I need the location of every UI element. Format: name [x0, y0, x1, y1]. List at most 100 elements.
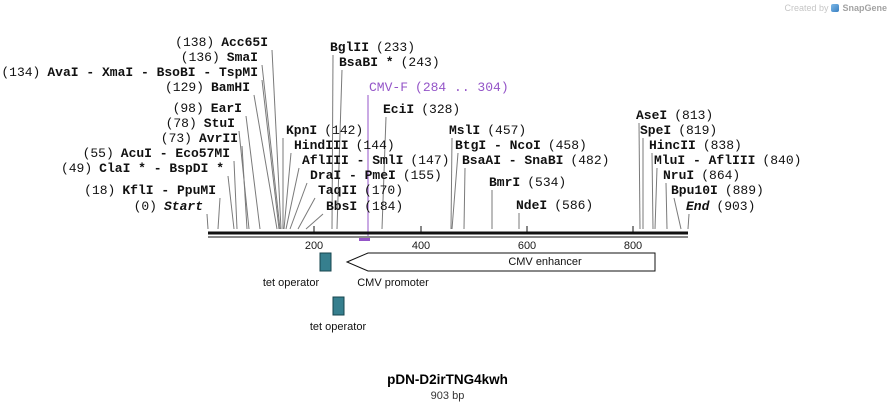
plasmid-size: 903 bp — [430, 390, 465, 402]
site-name: KflI - PpuMI — [122, 183, 216, 198]
site-name: BsaBI * — [339, 55, 394, 70]
site-kfli-ppumi[interactable]: (18) KflI - PpuMI — [84, 184, 216, 198]
site-name: EciI — [383, 102, 415, 117]
site-mlui-afliii[interactable]: MluI - AflIII (840) — [654, 154, 801, 168]
site-bpu10i[interactable]: Bpu10I (889) — [671, 184, 764, 198]
cmv-f-primer-bar[interactable] — [359, 238, 370, 241]
site-bamhi[interactable]: (129) BamHI — [165, 81, 250, 95]
site-name: MluI - AflIII — [654, 153, 756, 168]
site-stui[interactable]: (78) StuI — [166, 117, 235, 131]
site-name: BamHI — [210, 80, 250, 95]
ruler-label-200: 200 — [304, 240, 324, 252]
site-bbsi[interactable]: BbsI (184) — [326, 200, 403, 214]
site-name: BsaAI - SnaBI — [462, 153, 564, 168]
site-avai-xmai-bsobi-tspmi[interactable]: (134) AvaI - XmaI - BsoBI - TspMI — [1, 66, 258, 80]
site-pos: (458) — [547, 138, 587, 153]
site-name: AvaI - XmaI - BsoBI - TspMI — [47, 65, 258, 80]
site-hindiii[interactable]: HindIII (144) — [294, 139, 395, 153]
site-pos: (0) — [133, 199, 157, 214]
site-end[interactable]: End (903) — [686, 200, 755, 214]
watermark-brand: SnapGene — [842, 3, 887, 13]
site-acui-eco57mi[interactable]: (55) AcuI - Eco57MI — [83, 147, 230, 161]
site-pos: (170) — [364, 183, 404, 198]
site-bsabi[interactable]: BsaBI * (243) — [339, 56, 440, 70]
site-eari[interactable]: (98) EarI — [173, 102, 242, 116]
ruler-label-400: 400 — [411, 240, 431, 252]
site-name: StuI — [203, 116, 235, 131]
tet-operator-label-1[interactable]: tet operator — [262, 277, 320, 289]
site-name: Bpu10I — [671, 183, 718, 198]
site-hincii[interactable]: HincII (838) — [649, 139, 742, 153]
site-pos: (147) — [410, 153, 450, 168]
snapgene-logo-icon — [831, 4, 840, 12]
site-pos: (73) — [160, 131, 192, 146]
site-pos: (136) — [180, 50, 220, 65]
site-btgi-ncoi[interactable]: BtgI - NcoI (458) — [455, 139, 587, 153]
site-drai-pmei[interactable]: DraI - PmeI (155) — [310, 169, 442, 183]
site-ndei[interactable]: NdeI (586) — [516, 199, 593, 213]
site-nrui[interactable]: NruI (864) — [663, 169, 740, 183]
watermark-prefix: Created by — [784, 3, 829, 13]
primer-cmv-f-label[interactable]: CMV-F (284 .. 304) — [369, 81, 509, 95]
site-afliii-smli[interactable]: AflIII - SmlI (147) — [302, 154, 449, 168]
site-name: AflIII - SmlI — [302, 153, 404, 168]
site-name: BglII — [330, 40, 370, 55]
ruler-ticks — [313, 226, 634, 234]
site-kpni[interactable]: KpnI (142) — [286, 124, 363, 138]
site-pos: (144) — [355, 138, 395, 153]
site-name: Acc65I — [221, 35, 268, 50]
site-name: BbsI — [326, 199, 358, 214]
site-pos: (328) — [421, 102, 461, 117]
site-name: AcuI - Eco57MI — [120, 146, 230, 161]
cmv-promoter-label[interactable]: CMV promoter — [357, 277, 429, 289]
site-pos: (78) — [165, 116, 197, 131]
primer-name: CMV-F — [369, 80, 409, 95]
site-taqii[interactable]: TaqII (170) — [318, 184, 403, 198]
site-asei[interactable]: AseI (813) — [636, 109, 713, 123]
site-acc65i[interactable]: (138) Acc65I — [175, 36, 268, 50]
site-pos: (129) — [164, 80, 204, 95]
snapgene-watermark: Created by SnapGene — [784, 3, 887, 13]
plasmid-name: pDN-D2irTNG4kwh — [387, 372, 508, 387]
site-pos: (184) — [364, 199, 404, 214]
primer-pos: (284 .. 304) — [415, 80, 509, 95]
site-avrii[interactable]: (73) AvrII — [161, 132, 238, 146]
tet-operator-label-2[interactable]: tet operator — [309, 321, 367, 333]
site-pos: (243) — [400, 55, 440, 70]
site-pos: (889) — [724, 183, 764, 198]
site-name: EarI — [210, 101, 242, 116]
site-name: MslI — [449, 123, 481, 138]
site-bmri[interactable]: BmrI (534) — [489, 176, 566, 190]
site-name: ClaI * - BspDI * — [99, 161, 224, 176]
site-spei[interactable]: SpeI (819) — [640, 124, 717, 138]
site-smai[interactable]: (136) SmaI — [181, 51, 258, 65]
site-msli[interactable]: MslI (457) — [449, 124, 526, 138]
site-pos: (819) — [678, 123, 718, 138]
site-pos: (482) — [570, 153, 610, 168]
site-bsaai-snabi[interactable]: BsaAI - SnaBI (482) — [462, 154, 609, 168]
site-name: NruI — [663, 168, 695, 183]
site-pos: (838) — [702, 138, 742, 153]
site-pos: (813) — [674, 108, 714, 123]
site-name: BmrI — [489, 175, 521, 190]
site-bglii[interactable]: BglII (233) — [330, 41, 415, 55]
site-pos: (840) — [762, 153, 802, 168]
site-name: AvrII — [198, 131, 238, 146]
leader-lines — [206, 49, 690, 230]
cmv-enhancer-arrow[interactable] — [345, 252, 656, 272]
site-ecii[interactable]: EciI (328) — [383, 103, 460, 117]
site-name: KpnI — [286, 123, 318, 138]
cmv-enhancer-label[interactable]: CMV enhancer — [508, 256, 582, 268]
tet-operator-box-2[interactable] — [332, 296, 345, 316]
site-name: HincII — [649, 138, 696, 153]
site-clai-bspdi[interactable]: (49) ClaI * - BspDI * — [61, 162, 224, 176]
site-start[interactable]: (0) Start — [134, 200, 203, 214]
site-name: NdeI — [516, 198, 548, 213]
site-pos: (586) — [554, 198, 594, 213]
ruler-label-800: 800 — [623, 240, 643, 252]
site-pos: (534) — [527, 175, 567, 190]
tet-operator-box-1[interactable] — [319, 252, 332, 272]
site-name: SmaI — [226, 50, 258, 65]
site-pos: (49) — [60, 161, 93, 176]
